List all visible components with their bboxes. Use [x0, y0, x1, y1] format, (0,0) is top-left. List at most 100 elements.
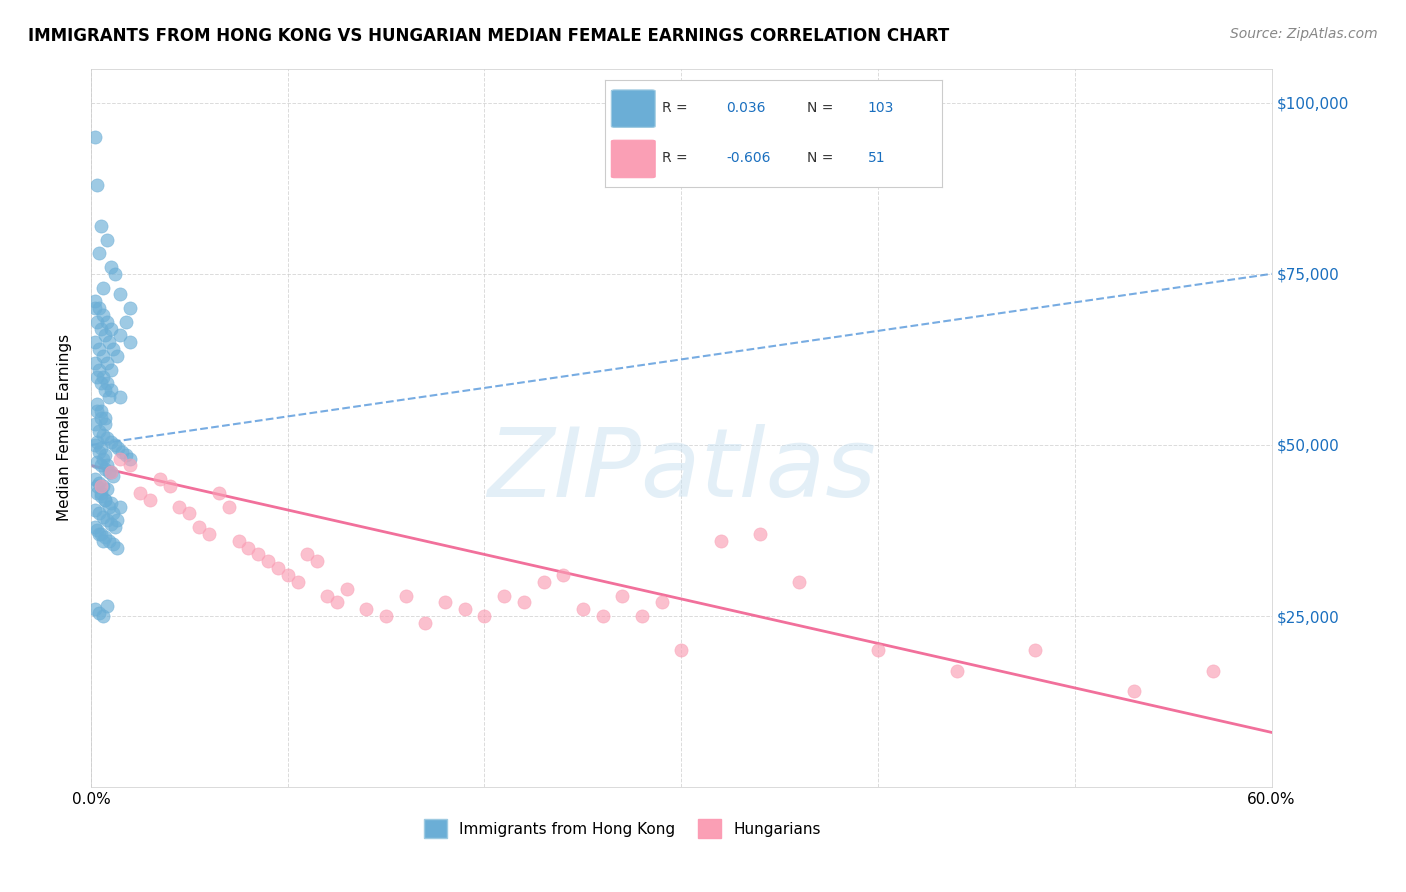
Point: [87, 606, 110, 620]
Text: 103: 103: [868, 101, 894, 115]
Point: [96, 513, 118, 527]
Point: [247, 548, 270, 562]
Point: [297, 548, 319, 562]
Point: [83, 472, 105, 486]
Point: [434, 595, 457, 609]
Point: [86, 455, 108, 469]
Point: [120, 301, 142, 315]
Point: [129, 486, 152, 500]
Point: [631, 609, 654, 624]
Point: [96, 599, 118, 613]
Point: [533, 574, 555, 589]
Point: [96, 483, 118, 497]
Point: [97, 466, 120, 480]
Point: [87, 527, 110, 541]
Point: [83, 602, 105, 616]
Point: [93, 462, 115, 476]
Point: [671, 643, 693, 657]
Point: [612, 589, 634, 603]
Point: [107, 442, 129, 456]
Point: [90, 489, 112, 503]
Point: [1122, 684, 1144, 698]
Point: [120, 451, 142, 466]
Point: [87, 342, 110, 356]
Point: [83, 301, 105, 315]
Point: [87, 246, 110, 260]
Point: [91, 533, 114, 548]
Point: [93, 328, 115, 343]
Point: [110, 287, 132, 301]
Point: [93, 492, 115, 507]
Point: [91, 609, 114, 624]
Point: [90, 219, 112, 233]
Point: [91, 427, 114, 442]
Point: [87, 424, 110, 438]
Point: [474, 609, 496, 624]
Point: [101, 342, 124, 356]
Text: N =: N =: [807, 101, 834, 115]
Point: [866, 643, 889, 657]
Point: [86, 178, 108, 192]
Point: [97, 390, 120, 404]
Point: [169, 500, 191, 514]
Point: [188, 520, 211, 534]
Point: [316, 589, 339, 603]
Point: [267, 561, 290, 575]
Point: [110, 451, 132, 466]
Point: [101, 537, 124, 551]
Point: [90, 486, 112, 500]
Point: [100, 383, 122, 397]
Text: Source: ZipAtlas.com: Source: ZipAtlas.com: [1230, 27, 1378, 41]
Point: [87, 475, 110, 490]
Point: [91, 308, 114, 322]
Point: [90, 410, 112, 425]
Point: [513, 595, 536, 609]
Point: [90, 321, 112, 335]
Point: [572, 602, 595, 616]
Point: [710, 533, 733, 548]
Point: [86, 369, 108, 384]
Point: [86, 434, 108, 449]
Point: [93, 417, 115, 432]
Point: [83, 417, 105, 432]
Point: [93, 448, 115, 462]
Point: [100, 321, 122, 335]
Point: [90, 527, 112, 541]
Point: [110, 500, 132, 514]
Point: [83, 356, 105, 370]
FancyBboxPatch shape: [612, 90, 655, 128]
Text: 0.036: 0.036: [725, 101, 765, 115]
Point: [83, 520, 105, 534]
Point: [93, 530, 115, 544]
Point: [96, 315, 118, 329]
Text: IMMIGRANTS FROM HONG KONG VS HUNGARIAN MEDIAN FEMALE EARNINGS CORRELATION CHART: IMMIGRANTS FROM HONG KONG VS HUNGARIAN M…: [28, 27, 949, 45]
Point: [179, 507, 201, 521]
Point: [159, 479, 181, 493]
Point: [90, 479, 112, 493]
Point: [120, 458, 142, 473]
Point: [100, 362, 122, 376]
Point: [91, 280, 114, 294]
Point: [287, 574, 309, 589]
Point: [103, 438, 125, 452]
Point: [87, 362, 110, 376]
Point: [86, 524, 108, 538]
Point: [356, 602, 378, 616]
Point: [100, 496, 122, 510]
Point: [91, 369, 114, 384]
Point: [86, 479, 108, 493]
Text: R =: R =: [662, 101, 688, 115]
Point: [97, 533, 120, 548]
Point: [218, 500, 240, 514]
Point: [105, 513, 128, 527]
Point: [749, 527, 772, 541]
Point: [83, 294, 105, 309]
Point: [651, 595, 673, 609]
Point: [115, 315, 138, 329]
Point: [90, 458, 112, 473]
Point: [198, 527, 221, 541]
Point: [101, 507, 124, 521]
Point: [105, 541, 128, 555]
Point: [101, 468, 124, 483]
Point: [93, 383, 115, 397]
